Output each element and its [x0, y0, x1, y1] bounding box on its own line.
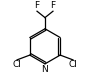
Text: F: F — [50, 1, 56, 10]
Text: Cl: Cl — [68, 60, 77, 69]
Text: Cl: Cl — [13, 60, 22, 69]
Text: N: N — [42, 65, 48, 74]
Text: F: F — [34, 1, 40, 10]
